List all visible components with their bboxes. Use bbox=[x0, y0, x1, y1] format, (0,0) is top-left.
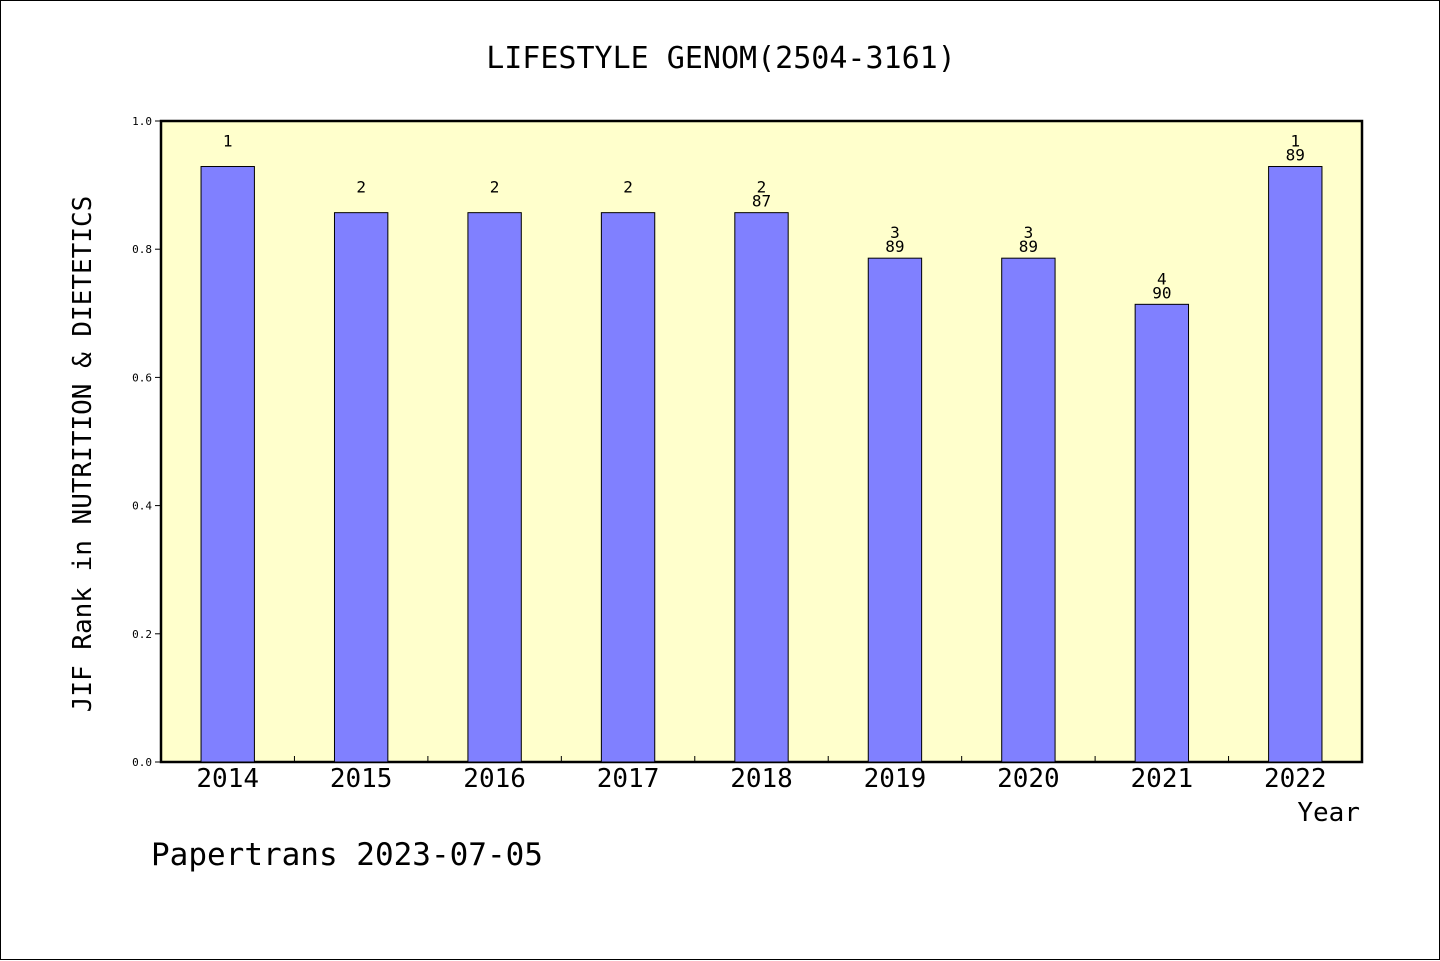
y-tick-label: 0.4 bbox=[132, 500, 152, 513]
bar-2015 bbox=[333, 212, 389, 763]
x-tick-label: 2019 bbox=[864, 764, 927, 794]
bar-value-label: 87 bbox=[752, 192, 771, 211]
y-tick-label: 1.0 bbox=[132, 115, 152, 128]
y-axis-label: JIF Rank in NUTRITION & DIETETICS bbox=[68, 196, 98, 713]
bar-2020 bbox=[1001, 257, 1056, 763]
y-tick-label: 0.2 bbox=[132, 628, 152, 641]
bar-value-label: 2 bbox=[623, 178, 633, 197]
bar-value-label: 3 bbox=[890, 223, 900, 242]
bar-value-label: 89 bbox=[1286, 146, 1305, 165]
x-tick-label: 2018 bbox=[730, 764, 793, 794]
bar-2021 bbox=[1134, 303, 1190, 763]
y-tick-label: 0.6 bbox=[132, 371, 152, 384]
x-tick-label: 2017 bbox=[597, 764, 660, 794]
bar-value-label: 3 bbox=[1024, 223, 1034, 242]
chart-title: LIFESTYLE GENOM(2504-3161) bbox=[486, 41, 956, 76]
x-tick-label: 2014 bbox=[196, 764, 259, 794]
x-tick-label: 2022 bbox=[1264, 764, 1327, 794]
bar-value-label: 1 bbox=[223, 132, 233, 151]
bar-value-label: 90 bbox=[1152, 283, 1171, 302]
bar-value-label: 1 bbox=[1290, 132, 1300, 151]
x-axis-label: Year bbox=[1297, 798, 1360, 828]
x-tick-label: 2020 bbox=[997, 764, 1060, 794]
bar-value-label: 2 bbox=[490, 178, 500, 197]
y-tick-label: 0.0 bbox=[132, 756, 152, 769]
bar-value-label: 4 bbox=[1157, 269, 1167, 288]
y-axis: 0.0 0.2 0.4 0.6 0.8 1.0 bbox=[132, 115, 161, 769]
x-tick-label: 2016 bbox=[463, 764, 526, 794]
bar-2022 bbox=[1268, 166, 1323, 763]
bar-2014 bbox=[200, 166, 255, 763]
y-tick-label: 0.8 bbox=[132, 243, 152, 256]
bar-2019 bbox=[867, 257, 923, 763]
x-tick-label: 2015 bbox=[330, 764, 393, 794]
bar-2018 bbox=[734, 212, 789, 763]
bars bbox=[200, 166, 1323, 763]
x-axis: 2014 2015 2016 2017 2018 2019 2020 2021 2022 bbox=[196, 756, 1327, 794]
bar-value-label: 2 bbox=[757, 178, 767, 197]
bar-value-label: 2 bbox=[356, 178, 366, 197]
bar-2017 bbox=[600, 212, 656, 763]
bar-value-label: 89 bbox=[1019, 237, 1038, 256]
footer-text: Papertrans 2023-07-05 bbox=[151, 837, 543, 873]
bar-value-label: 89 bbox=[885, 237, 904, 256]
x-tick-label: 2021 bbox=[1131, 764, 1194, 794]
bar-2016 bbox=[467, 212, 522, 763]
